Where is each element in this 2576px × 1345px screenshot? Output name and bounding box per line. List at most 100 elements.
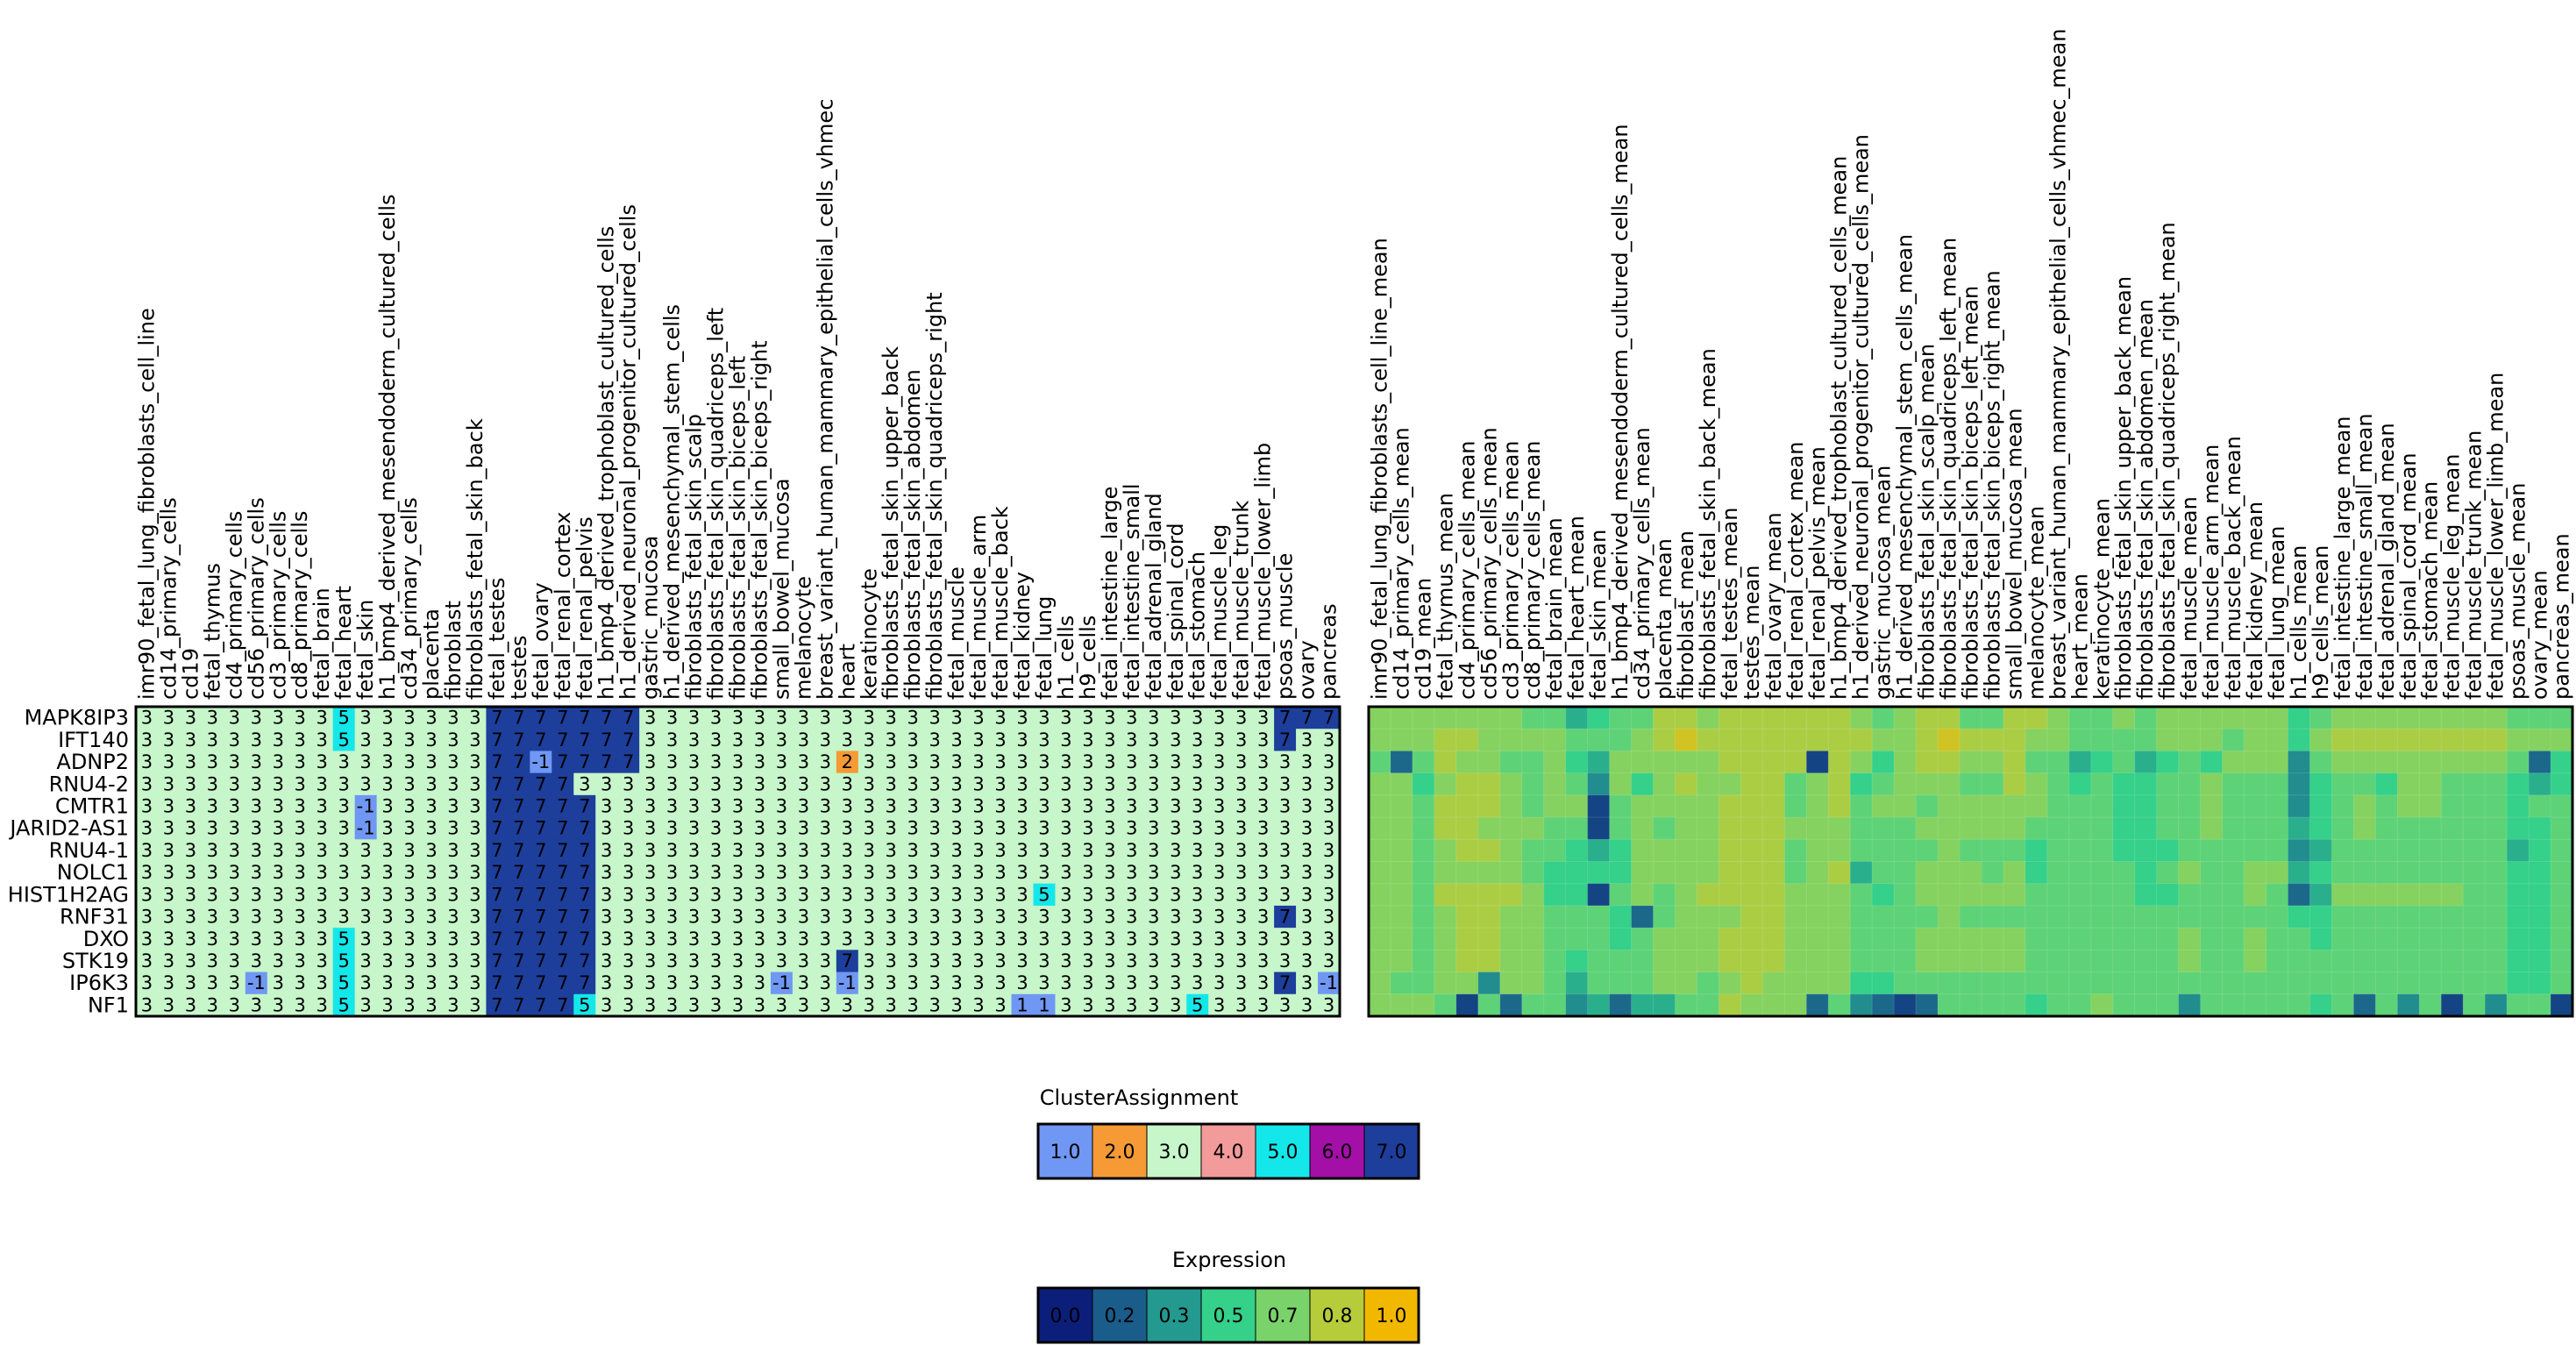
- cluster-cell-label: 3: [820, 994, 831, 1015]
- cluster-cell: [288, 883, 312, 907]
- cluster-cell-label: 3: [950, 818, 962, 839]
- expression-cell: [1499, 949, 1523, 973]
- cluster-cell-label: 3: [864, 795, 875, 816]
- cluster-cell-label: 3: [907, 907, 919, 928]
- cluster-cell-label: 3: [273, 840, 284, 861]
- cluster-cell: [989, 883, 1012, 907]
- expression-cell: [1849, 728, 1874, 752]
- cluster-cell: [595, 993, 618, 1017]
- cluster-cell-label: 3: [1170, 751, 1181, 772]
- expression-cell: [1368, 794, 1391, 818]
- expression-cell: [2003, 838, 2026, 863]
- cluster-cell: [354, 751, 377, 774]
- cluster-cell: [179, 751, 203, 774]
- expression-cell: [1915, 838, 1939, 863]
- cluster-cell-label: 3: [1016, 751, 1028, 772]
- cluster-cell-label: 3: [1301, 862, 1313, 883]
- cluster-cell: [223, 861, 246, 885]
- expression-cell: [1434, 949, 1457, 973]
- cluster-cell-label: 3: [1126, 708, 1137, 729]
- cluster-cell: [945, 993, 969, 1017]
- expression-cell: [1761, 816, 1786, 841]
- cluster-cell-label: 3: [1126, 994, 1137, 1015]
- cluster-cell: [748, 883, 772, 907]
- cluster-cell-label: 3: [950, 840, 962, 861]
- cluster-cell: [1318, 794, 1341, 818]
- cluster-cell-label: 3: [1104, 751, 1115, 772]
- cluster-column-label: fetal_intestine_small: [1120, 483, 1144, 700]
- expression-cell: [1455, 794, 1479, 818]
- cluster-cell-label: 3: [623, 907, 634, 928]
- cluster-cell-label: 3: [1060, 907, 1071, 928]
- cluster-cell: [923, 883, 947, 907]
- expression-cell: [2200, 971, 2224, 995]
- cluster-cell: [814, 971, 837, 995]
- cluster-cell: [201, 883, 224, 907]
- expression-cell: [1368, 838, 1391, 863]
- expression-column-label: fetal_ovary_mean: [1761, 512, 1786, 700]
- cluster-cell-label: 3: [251, 708, 262, 729]
- cluster-cell-label: 3: [1126, 929, 1137, 950]
- expression-cell: [2506, 794, 2530, 818]
- cluster-cell: [376, 794, 399, 818]
- cluster-cell-label: 3: [688, 884, 700, 905]
- expression-cell: [1455, 750, 1479, 774]
- expression-cell: [2178, 728, 2202, 752]
- cluster-cell-label: 3: [820, 862, 831, 883]
- cluster-cell-label: 7: [623, 729, 634, 751]
- cluster-cell-label: 3: [381, 708, 393, 729]
- expression-cell: [1827, 816, 1852, 841]
- cluster-cell: [792, 905, 815, 929]
- expression-cell: [2025, 838, 2048, 863]
- expression-cell: [1937, 971, 1960, 995]
- expression-cell: [2352, 728, 2377, 752]
- cluster-cell-label: 7: [601, 751, 612, 772]
- cluster-cell-label: 3: [185, 929, 196, 950]
- cluster-cell-label: 1: [1038, 994, 1050, 1015]
- expression-cell: [2330, 772, 2355, 796]
- cluster-cell: [157, 905, 181, 929]
- cluster-cell: [179, 993, 203, 1017]
- cluster-cell: [617, 839, 640, 862]
- expression-cell: [2309, 794, 2333, 818]
- cluster-cell: [1208, 993, 1231, 1017]
- expression-cell: [1696, 993, 1720, 1017]
- expression-cell: [2506, 971, 2530, 995]
- cluster-cell: [1055, 839, 1078, 862]
- cluster-cell-label: 3: [141, 950, 153, 971]
- cluster-cell: [770, 817, 793, 840]
- expression-cell: [1477, 927, 1501, 951]
- cluster-cell: [683, 861, 706, 885]
- cluster-cell-label: 3: [1213, 773, 1225, 794]
- cluster-column-label: fibroblasts_fetal_skin_back: [463, 418, 487, 700]
- expression-cell: [2352, 750, 2377, 774]
- cluster-cell: [639, 883, 662, 907]
- expression-column-label: h9_cells_mean: [2309, 545, 2333, 700]
- cluster-cell-label: 3: [273, 862, 284, 883]
- cluster-cell: [1252, 905, 1275, 929]
- cluster-cell-label: 3: [1104, 708, 1115, 729]
- cluster-cell-label: 3: [1170, 950, 1181, 971]
- cluster-cell-label: 3: [644, 950, 656, 971]
- cluster-cell-label: 3: [1213, 950, 1225, 971]
- expression-cell: [1761, 838, 1786, 863]
- cluster-cell: [836, 993, 859, 1017]
- expression-cell: [2003, 728, 2026, 752]
- expression-cell: [1477, 838, 1501, 863]
- cluster-cell-label: 3: [798, 994, 809, 1015]
- cluster-cell: [442, 971, 465, 995]
- cluster-cell-label: 3: [950, 972, 962, 993]
- cluster-cell: [332, 817, 356, 840]
- cluster-cell: [1121, 729, 1143, 751]
- expression-cell: [2287, 971, 2311, 995]
- cluster-cell-label: 3: [950, 729, 962, 751]
- cluster-cell-label: 3: [1170, 795, 1181, 816]
- expression-column-label: melanocyte_mean: [2024, 506, 2048, 700]
- expression-cell: [1455, 816, 1479, 841]
- cluster-cell-label: 3: [1148, 862, 1159, 883]
- expression-cell: [2550, 728, 2573, 752]
- cluster-cell-label: 3: [666, 907, 678, 928]
- expression-cell: [1959, 971, 1982, 995]
- cluster-cell: [661, 707, 684, 729]
- expression-cell: [1981, 927, 2004, 951]
